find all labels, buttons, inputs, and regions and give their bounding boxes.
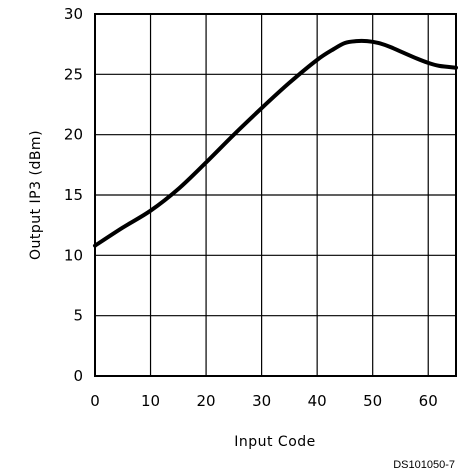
- x-tick-label: 0: [90, 392, 100, 410]
- x-tick-label: 40: [308, 392, 327, 410]
- y-tick-label: 0: [73, 367, 83, 385]
- x-tick-label: 60: [419, 392, 438, 410]
- y-axis-title: Output IP3 (dBm): [28, 130, 44, 260]
- series: [93, 38, 458, 248]
- x-tick-label: 20: [197, 392, 216, 410]
- y-tick-labels: 0 5 10 15 20 25 30: [64, 5, 83, 385]
- y-tick-label: 10: [64, 246, 83, 264]
- y-tick-label: 30: [64, 5, 83, 23]
- grid: [95, 14, 456, 376]
- x-tick-label: 10: [141, 392, 160, 410]
- y-tick-label: 20: [64, 126, 83, 144]
- x-tick-label: 50: [363, 392, 382, 410]
- y-tick-label: 15: [64, 186, 83, 204]
- y-tick-label: 25: [64, 65, 83, 83]
- series-line: [93, 38, 458, 248]
- y-tick-label: 5: [73, 307, 83, 325]
- figure-id: DS101050-7: [393, 459, 455, 471]
- plot-frame: [94, 13, 457, 377]
- x-tick-label: 30: [252, 392, 271, 410]
- x-tick-labels: 0 10 20 30 40 50 60: [90, 392, 438, 410]
- x-axis-title: Input Code: [234, 434, 316, 450]
